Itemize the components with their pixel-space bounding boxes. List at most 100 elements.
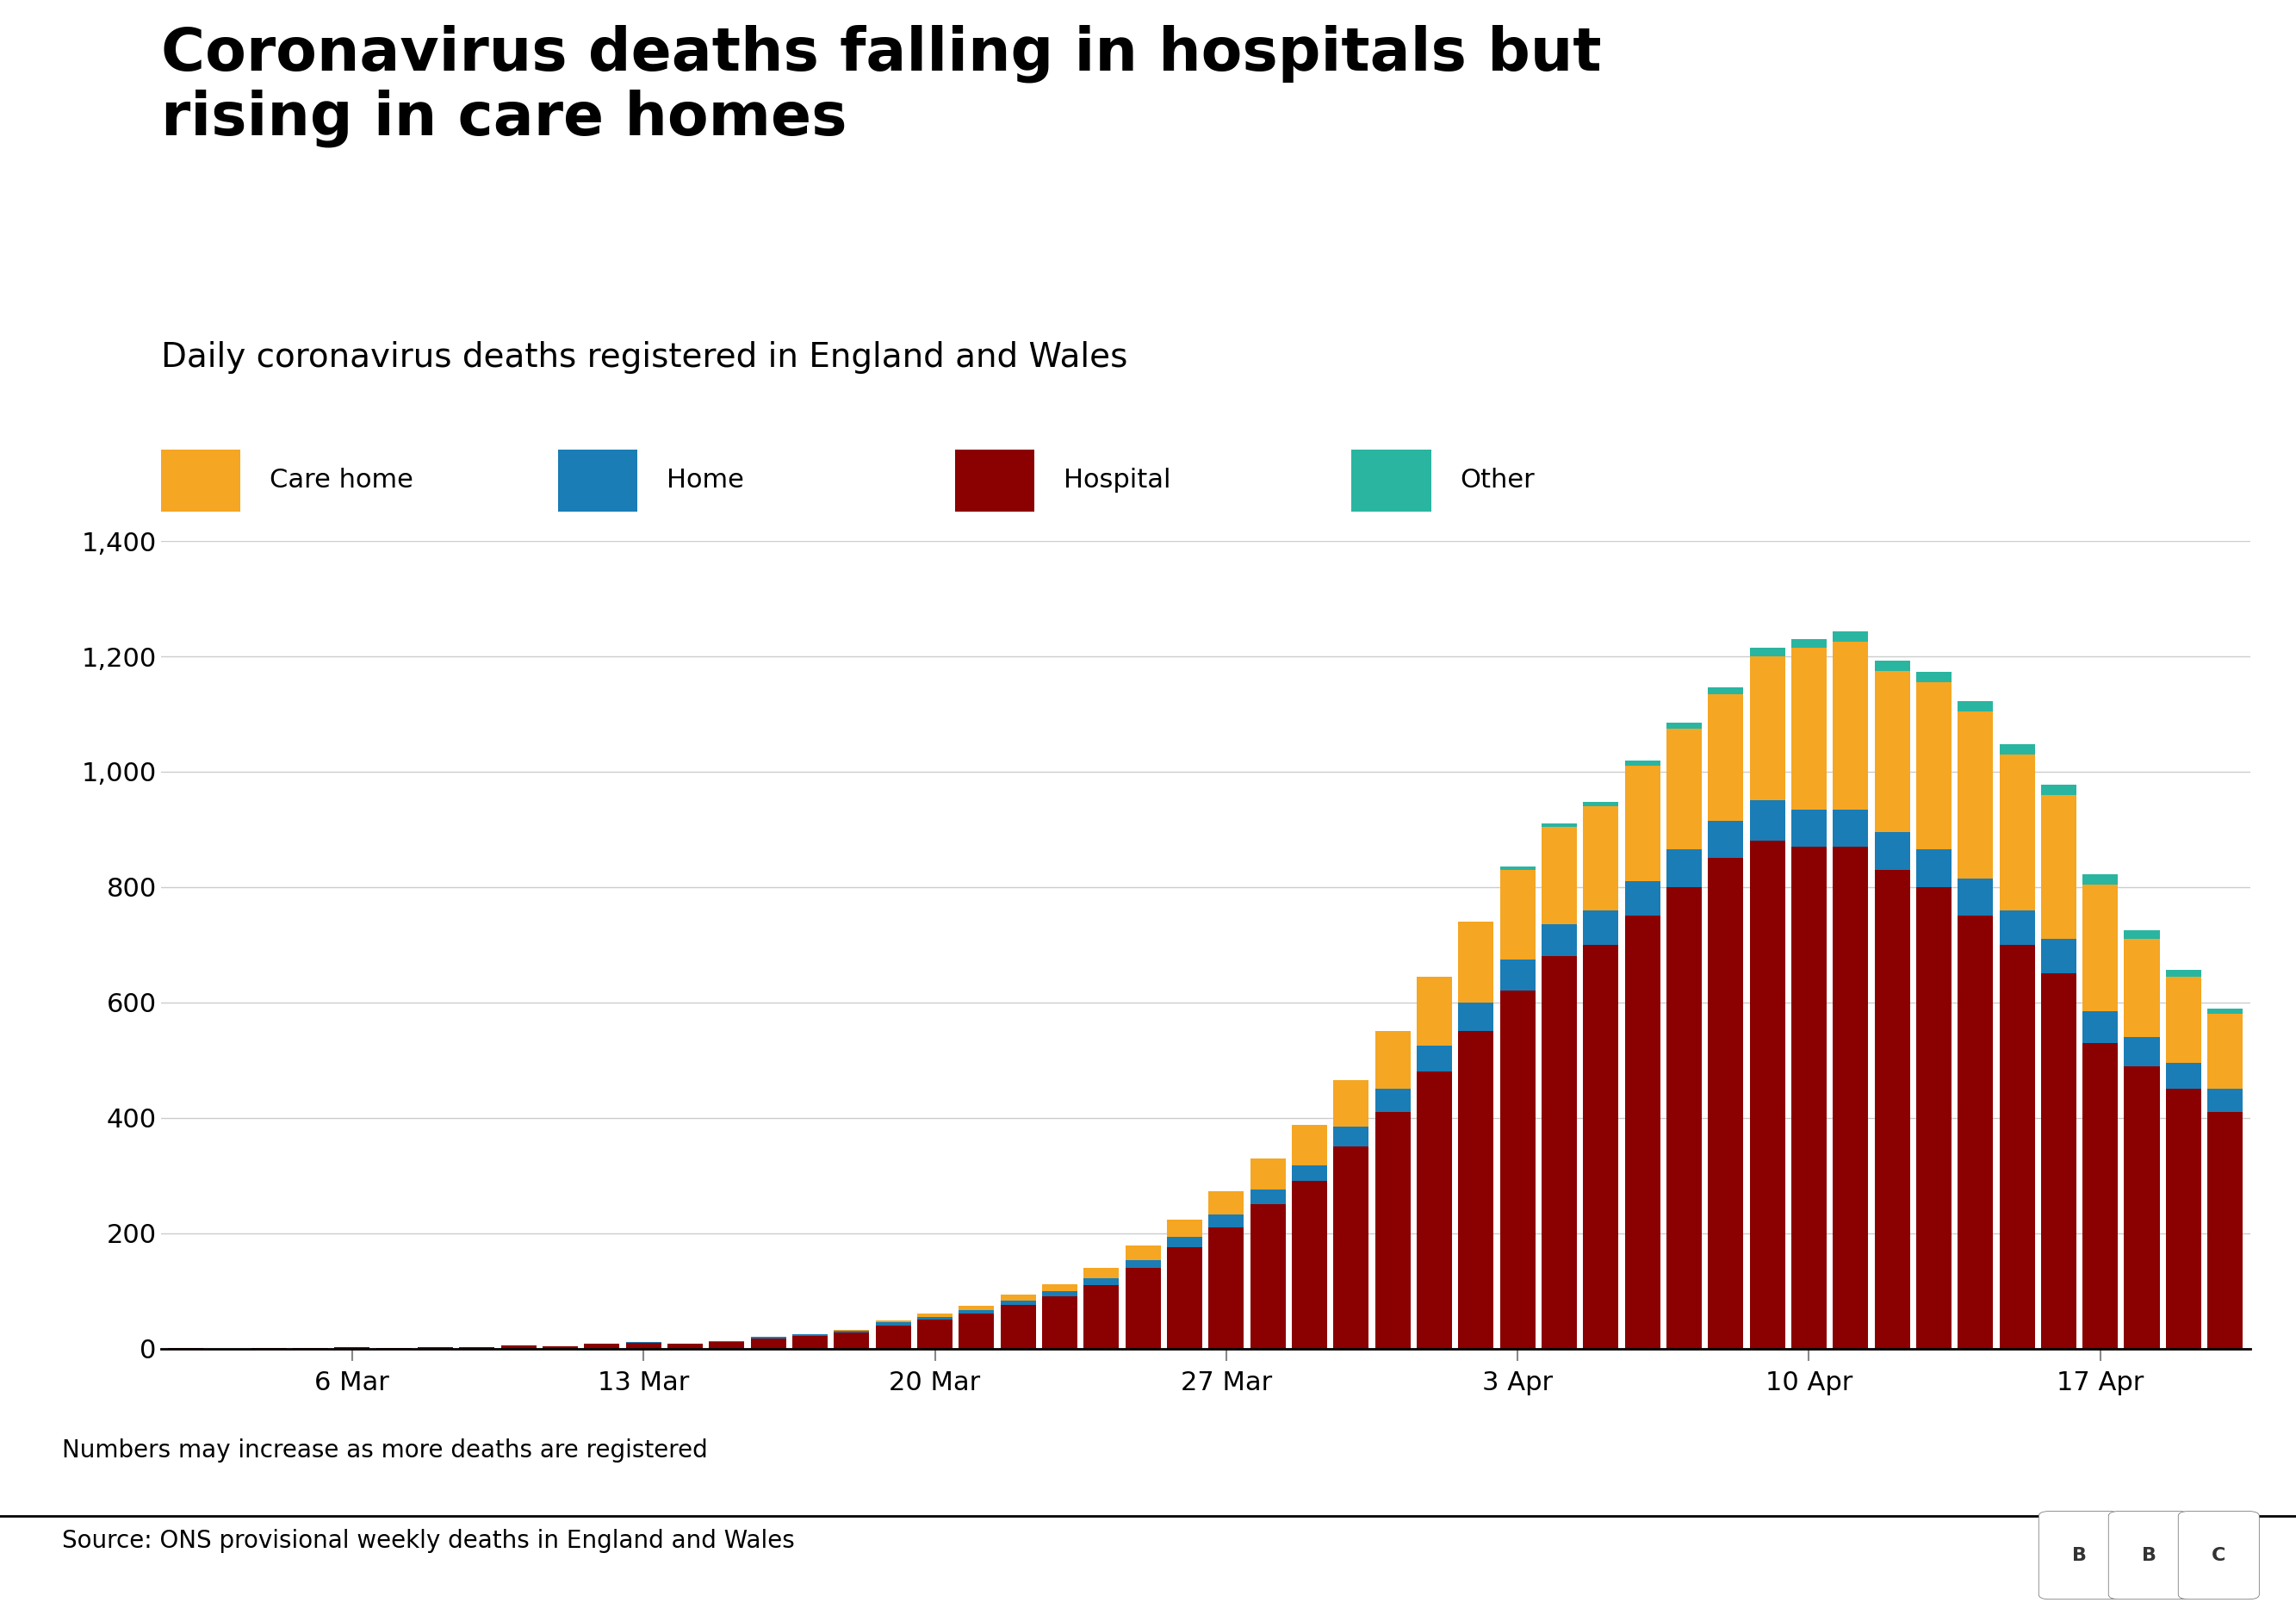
Text: Home: Home xyxy=(666,468,744,493)
Bar xyxy=(2000,945,2034,1349)
Bar xyxy=(1375,1113,1410,1349)
Bar xyxy=(1293,1181,1327,1349)
Bar xyxy=(1874,870,1910,1349)
Bar xyxy=(792,1336,827,1349)
Bar xyxy=(1626,882,1660,916)
Bar xyxy=(1208,1214,1244,1227)
Bar xyxy=(1249,1158,1286,1190)
Bar xyxy=(960,1307,994,1310)
Bar xyxy=(1791,846,1828,1349)
Bar xyxy=(1832,809,1869,846)
Bar xyxy=(1874,661,1910,670)
Bar xyxy=(1667,724,1701,728)
Bar xyxy=(1832,846,1869,1349)
Bar xyxy=(1708,686,1743,694)
Bar xyxy=(1249,1205,1286,1349)
Bar xyxy=(2000,911,2034,945)
Bar xyxy=(1375,1032,1410,1089)
Bar xyxy=(1125,1245,1162,1260)
Bar xyxy=(1125,1260,1162,1268)
Bar xyxy=(2082,885,2117,1011)
Bar xyxy=(2041,974,2076,1349)
Bar xyxy=(1917,682,1952,849)
Text: Other: Other xyxy=(1460,468,1536,493)
Bar xyxy=(1334,1080,1368,1127)
Text: B: B xyxy=(2142,1547,2156,1563)
Bar xyxy=(792,1334,827,1336)
Bar xyxy=(833,1332,870,1349)
Bar xyxy=(1667,849,1701,887)
Bar xyxy=(1334,1127,1368,1147)
Bar xyxy=(1166,1247,1203,1349)
Bar xyxy=(2082,1043,2117,1349)
Bar xyxy=(1750,801,1784,841)
Bar xyxy=(2000,745,2034,754)
Bar xyxy=(1667,887,1701,1349)
Bar xyxy=(1874,832,1910,870)
Text: Numbers may increase as more deaths are registered: Numbers may increase as more deaths are … xyxy=(62,1439,707,1463)
Bar xyxy=(960,1310,994,1315)
Bar xyxy=(542,1347,579,1349)
Bar xyxy=(2165,969,2202,977)
Bar xyxy=(1958,711,1993,879)
Text: B: B xyxy=(2071,1547,2087,1563)
Bar xyxy=(161,449,241,512)
Bar xyxy=(1708,820,1743,858)
Bar xyxy=(1001,1300,1035,1305)
Bar xyxy=(1084,1268,1118,1277)
Bar xyxy=(875,1326,912,1349)
Bar xyxy=(1499,867,1536,870)
Bar xyxy=(1125,1268,1162,1349)
Bar xyxy=(1541,824,1577,827)
Bar xyxy=(1166,1219,1203,1237)
Bar xyxy=(1417,977,1451,1047)
Bar xyxy=(875,1323,912,1326)
Bar xyxy=(1626,761,1660,766)
Bar xyxy=(1917,672,1952,682)
Bar xyxy=(833,1331,870,1332)
Bar xyxy=(1001,1295,1035,1300)
Bar xyxy=(2041,795,2076,938)
Bar xyxy=(916,1319,953,1349)
Bar xyxy=(459,1347,494,1349)
Bar xyxy=(916,1315,953,1316)
Bar xyxy=(1375,1089,1410,1113)
Bar xyxy=(1541,956,1577,1349)
Bar xyxy=(709,1342,744,1349)
Bar xyxy=(2082,1011,2117,1043)
Bar xyxy=(1293,1124,1327,1164)
Bar xyxy=(1499,959,1536,992)
Bar xyxy=(1499,992,1536,1349)
Text: Source: ONS provisional weekly deaths in England and Wales: Source: ONS provisional weekly deaths in… xyxy=(62,1529,794,1554)
Bar xyxy=(2206,1008,2243,1014)
Bar xyxy=(2124,930,2161,938)
Bar xyxy=(1458,922,1495,1003)
Bar xyxy=(1791,640,1828,648)
Bar xyxy=(1791,809,1828,846)
Bar xyxy=(1791,648,1828,809)
Bar xyxy=(1166,1237,1203,1247)
Bar xyxy=(1626,766,1660,882)
Bar xyxy=(1084,1277,1118,1286)
Bar xyxy=(558,449,636,512)
Bar xyxy=(1584,911,1619,945)
Bar xyxy=(2124,938,2161,1037)
Bar xyxy=(1750,656,1784,801)
Bar xyxy=(1874,670,1910,832)
Bar xyxy=(1458,1032,1495,1349)
Bar xyxy=(1417,1072,1451,1349)
Bar xyxy=(1042,1284,1077,1290)
Bar xyxy=(2165,1089,2202,1349)
Bar xyxy=(2165,977,2202,1063)
Bar xyxy=(1541,827,1577,924)
Bar xyxy=(2124,1037,2161,1066)
Text: Hospital: Hospital xyxy=(1063,468,1171,493)
Bar xyxy=(1958,916,1993,1349)
Text: Care home: Care home xyxy=(269,468,413,493)
Bar xyxy=(668,1344,703,1349)
Bar xyxy=(1334,1147,1368,1349)
Bar xyxy=(1042,1297,1077,1349)
Text: Daily coronavirus deaths registered in England and Wales: Daily coronavirus deaths registered in E… xyxy=(161,341,1127,373)
Bar xyxy=(2206,1014,2243,1089)
Bar xyxy=(1708,858,1743,1349)
